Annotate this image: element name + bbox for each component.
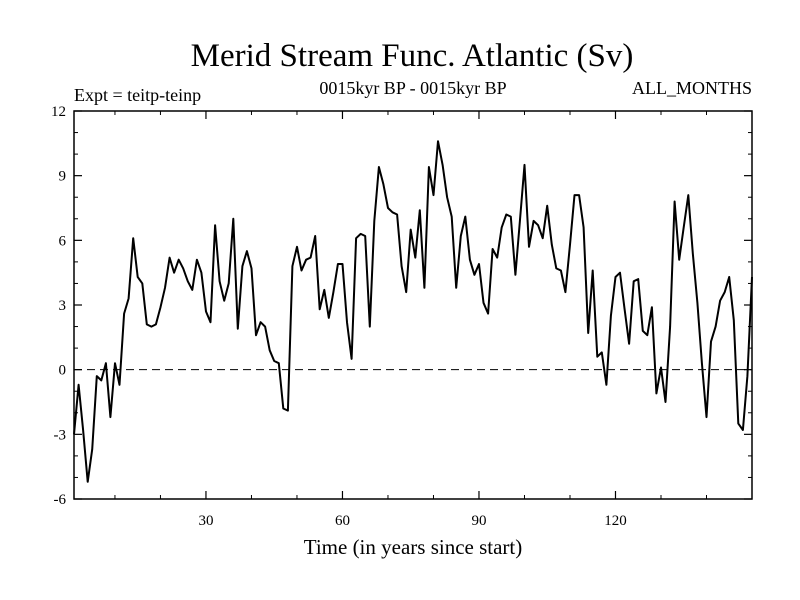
expt-label: Expt = teitp-teinp bbox=[74, 85, 201, 105]
y-axis: -6 -3 0 3 6 9 12 bbox=[51, 104, 752, 508]
y-tick-label: 6 bbox=[59, 233, 67, 249]
y-tick-label: 12 bbox=[51, 104, 66, 120]
y-tick-label: 9 bbox=[59, 169, 67, 185]
chart-title: Merid Stream Func. Atlantic (Sv) bbox=[191, 38, 634, 74]
months-label: ALL_MONTHS bbox=[632, 78, 752, 98]
x-tick-label: 120 bbox=[604, 513, 627, 529]
y-tick-label: -6 bbox=[54, 492, 67, 508]
x-tick-label: 60 bbox=[335, 513, 350, 529]
period-label: 0015kyr BP - 0015kyr BP bbox=[319, 78, 506, 98]
series-line bbox=[73, 140, 753, 483]
x-tick-label: 30 bbox=[198, 513, 213, 529]
y-tick-label: -3 bbox=[54, 427, 67, 443]
y-tick-label: 0 bbox=[59, 363, 67, 379]
x-axis-label: Time (in years since start) bbox=[304, 535, 523, 559]
plot-frame bbox=[73, 110, 753, 500]
x-tick-label: 90 bbox=[471, 513, 486, 529]
y-tick-label: 3 bbox=[59, 298, 67, 314]
x-axis: 30 60 90 120 bbox=[114, 111, 707, 529]
